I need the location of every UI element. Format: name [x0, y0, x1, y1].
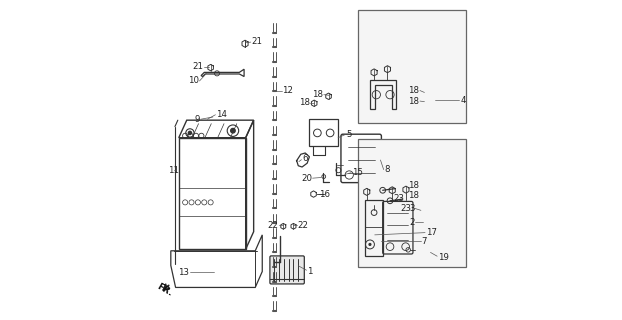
- Text: 20: 20: [301, 174, 312, 183]
- Text: 6: 6: [302, 154, 307, 163]
- Text: 1: 1: [307, 267, 312, 276]
- Text: 22: 22: [297, 221, 309, 230]
- Circle shape: [188, 131, 192, 134]
- Text: 18: 18: [408, 86, 419, 95]
- Text: 4: 4: [460, 96, 466, 105]
- Bar: [358, 139, 466, 267]
- Text: 19: 19: [438, 253, 448, 262]
- Circle shape: [368, 243, 371, 246]
- Text: 3: 3: [409, 204, 414, 213]
- Text: 18: 18: [407, 190, 419, 200]
- Text: 10: 10: [188, 76, 199, 85]
- Text: 17: 17: [425, 228, 437, 237]
- Text: 18: 18: [312, 90, 323, 99]
- Circle shape: [231, 128, 235, 133]
- Text: 16: 16: [319, 190, 330, 199]
- Text: 21: 21: [193, 62, 203, 71]
- Text: 12: 12: [282, 86, 294, 95]
- Text: 18: 18: [299, 98, 310, 107]
- Text: 14: 14: [216, 110, 227, 119]
- Bar: [358, 10, 466, 123]
- Text: 2: 2: [409, 218, 414, 227]
- Text: FR.: FR.: [155, 282, 174, 298]
- Text: 23: 23: [394, 194, 405, 204]
- Bar: [365, 200, 383, 256]
- FancyBboxPatch shape: [270, 256, 304, 284]
- Text: 9: 9: [195, 115, 200, 124]
- Text: 18: 18: [407, 181, 419, 190]
- Text: 15: 15: [352, 168, 363, 177]
- Text: 7: 7: [421, 237, 427, 246]
- Text: 18: 18: [408, 97, 419, 106]
- Text: 21: 21: [251, 37, 262, 46]
- Text: 8: 8: [384, 165, 390, 174]
- Text: 11: 11: [169, 166, 179, 175]
- Text: 5: 5: [346, 130, 351, 139]
- Text: 13: 13: [179, 268, 189, 277]
- Text: 23: 23: [400, 204, 411, 213]
- Text: 22: 22: [267, 221, 279, 230]
